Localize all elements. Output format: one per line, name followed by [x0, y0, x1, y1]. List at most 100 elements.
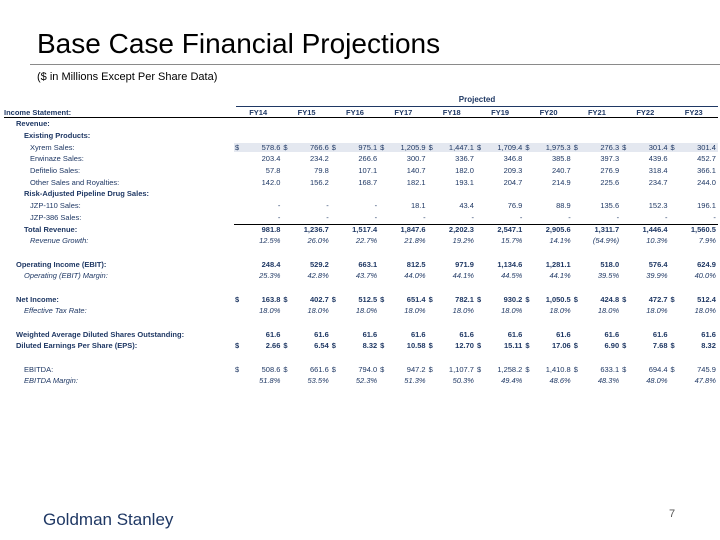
value-text: 18.0% [355, 306, 378, 316]
value-text: 529.2 [310, 259, 329, 269]
value-text: 1,258.2 [497, 364, 523, 374]
value-cell: (54.9%) [573, 236, 621, 245]
value-text: 61.6 [652, 329, 668, 339]
currency-symbol: $ [525, 142, 530, 152]
value-cell: 49.4% [476, 376, 524, 385]
value-text: 61.6 [604, 329, 620, 339]
value-cell: 135.6 [573, 201, 621, 210]
value-text: 140.7 [406, 166, 426, 176]
value-text: 15.7% [501, 236, 523, 246]
value-text: 50.3% [452, 376, 474, 386]
value-text: 107.1 [358, 166, 378, 176]
value-text: 12.5% [259, 236, 281, 246]
value-cell: 18.0% [282, 306, 330, 315]
value-cell: 61.6 [670, 330, 718, 339]
value-cell: - [331, 201, 379, 210]
value-cell: 518.0 [573, 260, 621, 269]
value-cell: 53.5% [282, 376, 330, 385]
value-cell: 61.6 [282, 330, 330, 339]
value-cell: 61.6 [379, 330, 427, 339]
currency-symbol: $ [331, 294, 336, 304]
value-text: 402.7 [310, 294, 329, 304]
value-text: 44.1% [452, 271, 474, 281]
currency-symbol: $ [331, 364, 336, 374]
projected-underline [236, 106, 718, 107]
value-text: 18.0% [404, 306, 426, 316]
value-cell: 61.6 [573, 330, 621, 339]
value-cell: 1,446.4 [621, 224, 670, 234]
value-cell: 156.2 [282, 178, 330, 187]
value-text: 163.8 [261, 294, 281, 304]
page-title: Base Case Financial Projections [37, 28, 441, 59]
value-cell: - [282, 213, 330, 222]
table-row: JZP-110 Sales: - - - 18.1 43.4 76.9 88.9 135.6 1… [4, 200, 718, 212]
value-cell: 452.7 [670, 154, 718, 163]
row-label: JZP-110 Sales: [30, 201, 81, 211]
currency-symbol: $ [622, 364, 627, 374]
value-text: 661.6 [310, 364, 329, 374]
value-cell: $12.70 [428, 341, 476, 350]
value-cell: 346.8 [476, 154, 524, 163]
value-cell: 193.1 [428, 178, 476, 187]
page-subtitle: ($ in Millions Except Per Share Data) [37, 71, 218, 83]
value-cell: 10.3% [621, 236, 669, 245]
value-text: 61.6 [410, 329, 426, 339]
value-text: 1,447.1 [448, 142, 474, 152]
value-text: - [713, 212, 716, 222]
currency-symbol: $ [573, 294, 578, 304]
value-text: 19.2% [452, 236, 474, 246]
value-cell: 318.4 [621, 166, 669, 175]
value-cell: 140.7 [379, 166, 427, 175]
value-text: 79.8 [314, 166, 329, 176]
value-cell: 2,905.6 [524, 224, 573, 235]
value-text: 472.7 [648, 294, 668, 304]
value-text: 397.3 [600, 154, 620, 164]
row-label: Other Sales and Royalties: [30, 177, 120, 187]
value-cell: 39.9% [621, 271, 669, 280]
value-text: 26.0% [307, 236, 329, 246]
currency-symbol: $ [283, 341, 288, 351]
value-text: (54.9%) [592, 236, 620, 246]
currency-symbol: $ [622, 341, 627, 351]
currency-symbol: $ [622, 294, 627, 304]
value-text: 2,905.6 [545, 225, 571, 235]
value-cell: 18.0% [234, 306, 282, 315]
value-text: 782.1 [455, 294, 474, 304]
value-text: 18.0% [597, 306, 620, 316]
value-cell: 142.0 [234, 178, 282, 187]
value-text: 61.6 [556, 329, 571, 339]
value-cell: 2,202.3 [427, 224, 476, 234]
row-label: EBITDA: [24, 364, 54, 374]
value-cell: 240.7 [524, 166, 572, 175]
currency-symbol: $ [428, 294, 433, 304]
value-cell: 18.0% [573, 306, 621, 315]
value-text: 18.0% [549, 306, 571, 316]
value-text: 439.6 [648, 154, 668, 164]
value-cell: $1,258.2 [476, 365, 524, 374]
year-header: FY14 [249, 108, 268, 117]
value-text: 1,281.1 [545, 259, 571, 269]
table-row: Diluted Earnings Per Share (EPS): $2.66 $… [4, 340, 718, 352]
value-cell: 61.6 [524, 330, 572, 339]
value-cell: 18.1 [379, 201, 427, 210]
currency-symbol: $ [476, 142, 482, 152]
value-text: 51.8% [259, 376, 281, 386]
currency-symbol: $ [283, 142, 288, 152]
value-cell: - [234, 213, 282, 222]
value-cell: 266.6 [331, 154, 379, 163]
value-cell: 50.3% [428, 376, 476, 385]
currency-symbol: $ [235, 294, 240, 304]
value-text: - [471, 212, 474, 222]
currency-symbol: $ [428, 142, 433, 152]
table-row: JZP-386 Sales: - - - - - - - - - - [4, 212, 718, 224]
value-cell: $508.6 [234, 365, 282, 374]
value-cell: 624.9 [670, 260, 718, 269]
value-text: - [374, 212, 378, 222]
table-row: EBITDA Margin: 51.8% 53.5% 52.3% 51.3% 50.3%… [4, 375, 718, 387]
value-cell: 43.7% [331, 271, 379, 280]
value-text: 135.6 [600, 201, 620, 211]
value-cell: 18.0% [670, 306, 718, 315]
value-cell: 25.3% [234, 271, 282, 280]
value-cell: - [670, 213, 718, 222]
value-cell: 385.8 [524, 154, 572, 163]
